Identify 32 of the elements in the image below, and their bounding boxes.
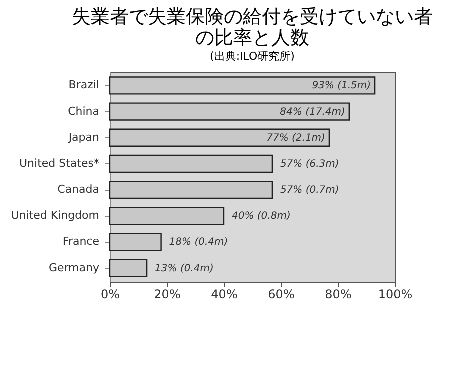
x-tick-label: 20% — [154, 288, 181, 302]
data-label: 77% (2.1m) — [266, 132, 326, 144]
y-tick-label: Germany — [48, 261, 100, 274]
data-label: 40% (0.8m) — [232, 211, 291, 222]
data-label: 84% (17.4m) — [280, 106, 346, 118]
x-tick-label: 60% — [268, 288, 295, 302]
chart-subtitle: (出典:ILO研究所) — [210, 50, 295, 63]
data-label: 57% (0.7m) — [280, 185, 340, 196]
data-label: 57% (6.3m) — [280, 158, 340, 170]
bar — [109, 207, 225, 226]
chart-title: 失業者で失業保険の給付を受けていない者の比率と人数 — [72, 6, 433, 49]
y-tick-label: Japan — [68, 130, 100, 144]
x-tick-label: 80% — [325, 288, 352, 302]
y-tick-label: United Kingdom — [11, 209, 100, 222]
y-tick-label: China — [68, 104, 100, 118]
bar — [109, 180, 274, 200]
y-tick-label: United States* — [20, 156, 100, 170]
y-tick-label: France — [62, 235, 100, 248]
bar — [109, 259, 148, 278]
data-label: 18% (0.4m) — [169, 237, 228, 248]
bar — [109, 76, 376, 95]
y-tick-label: Brazil — [68, 78, 100, 92]
y-tick-label: Canada — [58, 183, 100, 196]
x-tick-label: 100% — [378, 288, 413, 302]
bar — [109, 154, 274, 174]
x-tick-label: 0% — [100, 288, 120, 302]
data-label: 93% (1.5m) — [312, 80, 372, 92]
bar — [109, 233, 162, 252]
bar — [109, 128, 330, 147]
data-label: 13% (0.4m) — [155, 263, 214, 274]
x-tick-label: 40% — [211, 288, 238, 302]
bar — [109, 102, 350, 121]
